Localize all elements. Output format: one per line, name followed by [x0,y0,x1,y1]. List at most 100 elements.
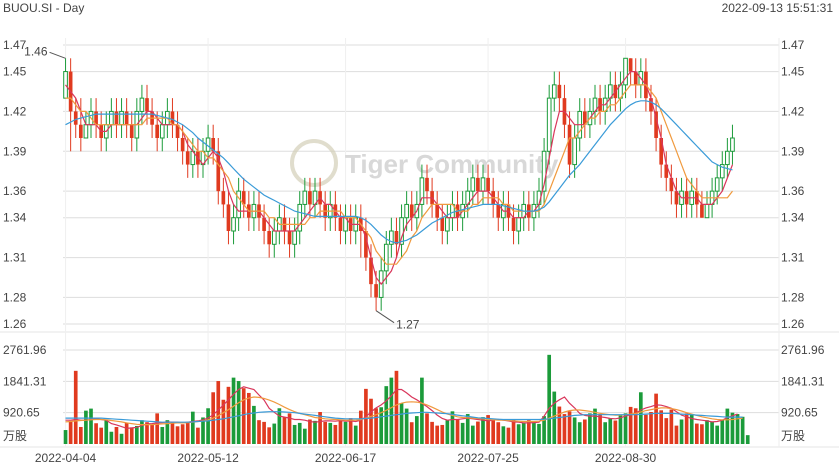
candle-body [236,190,241,219]
candle [271,217,277,258]
price-pane: 1.46 1.27 [24,44,735,332]
candle-body [155,124,160,138]
volume-bar [420,377,424,444]
candle [170,98,175,138]
candle [394,217,399,258]
volume-tick-label-right: 1841.31 [781,374,825,388]
candle-body [476,177,480,192]
volume-bar [180,424,185,444]
watermark: Tiger Community [290,139,559,187]
volume-bar [521,422,526,444]
volume-bar [257,420,261,444]
volume-bar [740,416,745,444]
volume-bar [700,424,704,444]
volume-bar [542,416,546,444]
candle-body [124,111,129,125]
volume-bar [89,408,93,444]
volume-bar [302,428,307,444]
candle-body [496,204,501,218]
y-tick-label-right: 1.28 [781,290,805,304]
volume-bar [160,426,165,444]
y-tick-label-right: 1.45 [781,65,805,79]
candle-body [440,217,445,231]
candle-body [83,124,89,139]
candle-body [582,111,587,125]
candle-body [719,164,725,179]
candle-body [654,111,658,138]
volume-bar [348,418,353,444]
candle-body [119,110,124,126]
volume-bar [725,408,730,444]
candle-body [730,137,735,152]
y-tick-label-left: 1.42 [3,104,27,118]
volume-bar [404,408,409,444]
candle-body [292,230,297,245]
volume-tick-label-left: 万股 [3,429,27,443]
volume-bar [644,414,648,444]
volume-bar [399,403,404,444]
volume-bar [150,423,154,444]
price-ma20-line [65,100,733,244]
volume-bar [389,377,394,444]
candle [129,111,134,152]
volume-bar [430,421,434,444]
candle-body [404,203,409,219]
volume-bar [129,427,134,444]
candle [200,138,206,178]
volume-bar [282,417,287,444]
volume-bar [68,420,73,444]
candle-body [175,124,180,138]
candle-body [623,57,628,86]
volume-bar [196,427,200,444]
volume-bar [145,422,149,444]
volume-bar [633,408,638,444]
candle-body [633,71,638,85]
volume-bar [155,413,160,444]
grid [0,38,839,448]
datetime-label: 2022-09-13 15:51:31 [721,1,833,15]
candle-body [435,204,440,218]
candle-body [221,191,226,205]
candle [654,98,658,152]
volume-bar [649,412,653,444]
candle-body [129,124,134,138]
volume-bar [562,414,567,444]
volume-bar [654,393,658,444]
volume-bar [689,414,694,444]
volume-bar [384,386,389,444]
candle [63,58,68,99]
candle [109,98,114,138]
volume-bar [465,414,470,444]
candle-body [546,97,552,152]
volume-bar [109,431,114,444]
volume-bar [175,426,180,444]
volume-bar [516,424,521,444]
candle [94,98,98,138]
candle-body [338,217,343,231]
volume-bar [84,410,88,444]
volume-bar [735,414,740,444]
candle [399,204,404,258]
candle-body [649,98,653,112]
volume-bar [140,420,144,444]
candle [674,177,679,218]
volume-bar [394,370,399,444]
y-tick-label-right: 1.31 [781,251,805,265]
volume-bar [496,422,501,444]
candle-body [297,203,303,232]
candle-body [139,97,145,112]
candle-body [159,124,165,139]
candle-body [409,204,414,218]
volume-bar [506,427,511,444]
watermark-text: Tiger Community [345,149,559,179]
low-annotation: 1.27 [396,318,420,332]
candle [450,191,455,231]
candle-body [78,124,83,138]
volume-bar [272,423,277,444]
candle-body [704,203,710,219]
candle [551,71,557,112]
volume-bar [297,422,302,444]
volume-bar [618,415,623,444]
volume-tick-label-left: 920.65 [3,406,40,420]
